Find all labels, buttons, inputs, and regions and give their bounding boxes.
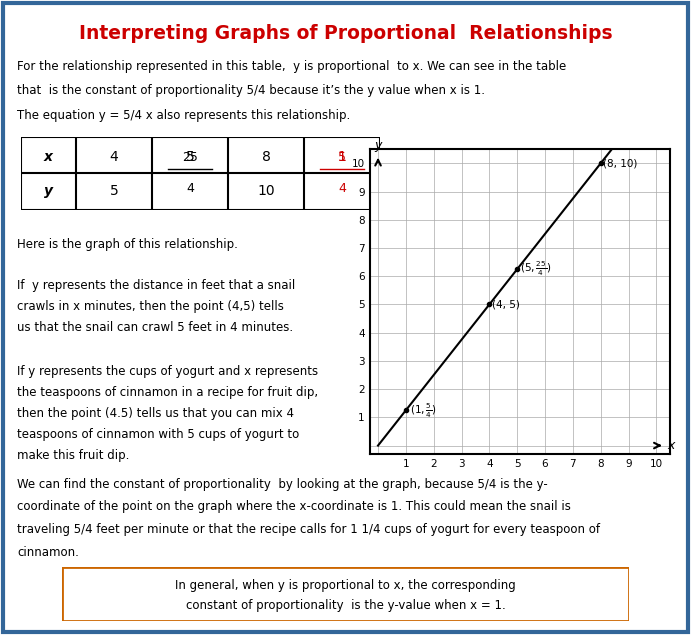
Text: constant of proportionality  is the y-value when x = 1.: constant of proportionality is the y-val… <box>186 599 505 612</box>
Text: traveling 5/4 feet per minute or that the recipe calls for 1 1/4 cups of yogurt : traveling 5/4 feet per minute or that th… <box>17 523 600 536</box>
Text: (4, 5): (4, 5) <box>492 300 520 309</box>
Text: 1: 1 <box>338 150 346 164</box>
Text: We can find the constant of proportionality  by looking at the graph, because 5/: We can find the constant of proportional… <box>17 478 548 490</box>
Text: Here is the graph of this relationship.: Here is the graph of this relationship. <box>17 238 238 251</box>
Text: 5: 5 <box>338 151 346 164</box>
Text: 4: 4 <box>338 182 346 195</box>
Text: 5: 5 <box>186 150 194 164</box>
Text: that  is the constant of proportionality 5/4 because it’s the y value when x is : that is the constant of proportionality … <box>17 84 485 97</box>
Text: $(5, \frac{25}{4})$: $(5, \frac{25}{4})$ <box>520 260 551 278</box>
Text: y: y <box>44 184 53 198</box>
FancyBboxPatch shape <box>62 567 629 621</box>
Text: y: y <box>375 139 381 152</box>
Text: x: x <box>668 439 675 452</box>
Text: 8: 8 <box>262 150 270 164</box>
Text: then the point (4.5) tells us that you can mix 4: then the point (4.5) tells us that you c… <box>17 407 294 420</box>
Text: 4: 4 <box>110 150 118 164</box>
Text: If y represents the cups of yogurt and x represents: If y represents the cups of yogurt and x… <box>17 365 319 378</box>
Text: x: x <box>44 150 53 164</box>
Text: (8, 10): (8, 10) <box>603 158 638 168</box>
Text: 25: 25 <box>182 151 198 164</box>
Text: teaspoons of cinnamon with 5 cups of yogurt to: teaspoons of cinnamon with 5 cups of yog… <box>17 428 299 441</box>
Text: cinnamon.: cinnamon. <box>17 546 79 559</box>
Text: Interpreting Graphs of Proportional  Relationships: Interpreting Graphs of Proportional Rela… <box>79 24 612 43</box>
Text: 5: 5 <box>110 184 118 198</box>
Text: us that the snail can crawl 5 feet in 4 minutes.: us that the snail can crawl 5 feet in 4 … <box>17 321 294 334</box>
Text: make this fruit dip.: make this fruit dip. <box>17 449 130 462</box>
Text: 4: 4 <box>186 182 194 195</box>
Text: $(1,\frac{5}{4})$: $(1,\frac{5}{4})$ <box>410 401 437 420</box>
Text: The equation y = 5/4 x also represents this relationship.: The equation y = 5/4 x also represents t… <box>17 109 350 121</box>
Text: In general, when y is proportional to x, the corresponding: In general, when y is proportional to x,… <box>175 580 516 592</box>
Text: the teaspoons of cinnamon in a recipe for fruit dip,: the teaspoons of cinnamon in a recipe fo… <box>17 386 319 399</box>
Text: coordinate of the point on the graph where the x-coordinate is 1. This could mea: coordinate of the point on the graph whe… <box>17 500 571 513</box>
Text: For the relationship represented in this table,  y is proportional  to x. We can: For the relationship represented in this… <box>17 60 567 73</box>
Text: 10: 10 <box>257 184 275 198</box>
Text: crawls in x minutes, then the point (4,5) tells: crawls in x minutes, then the point (4,5… <box>17 300 284 313</box>
Text: If  y represents the distance in feet that a snail: If y represents the distance in feet tha… <box>17 279 296 292</box>
